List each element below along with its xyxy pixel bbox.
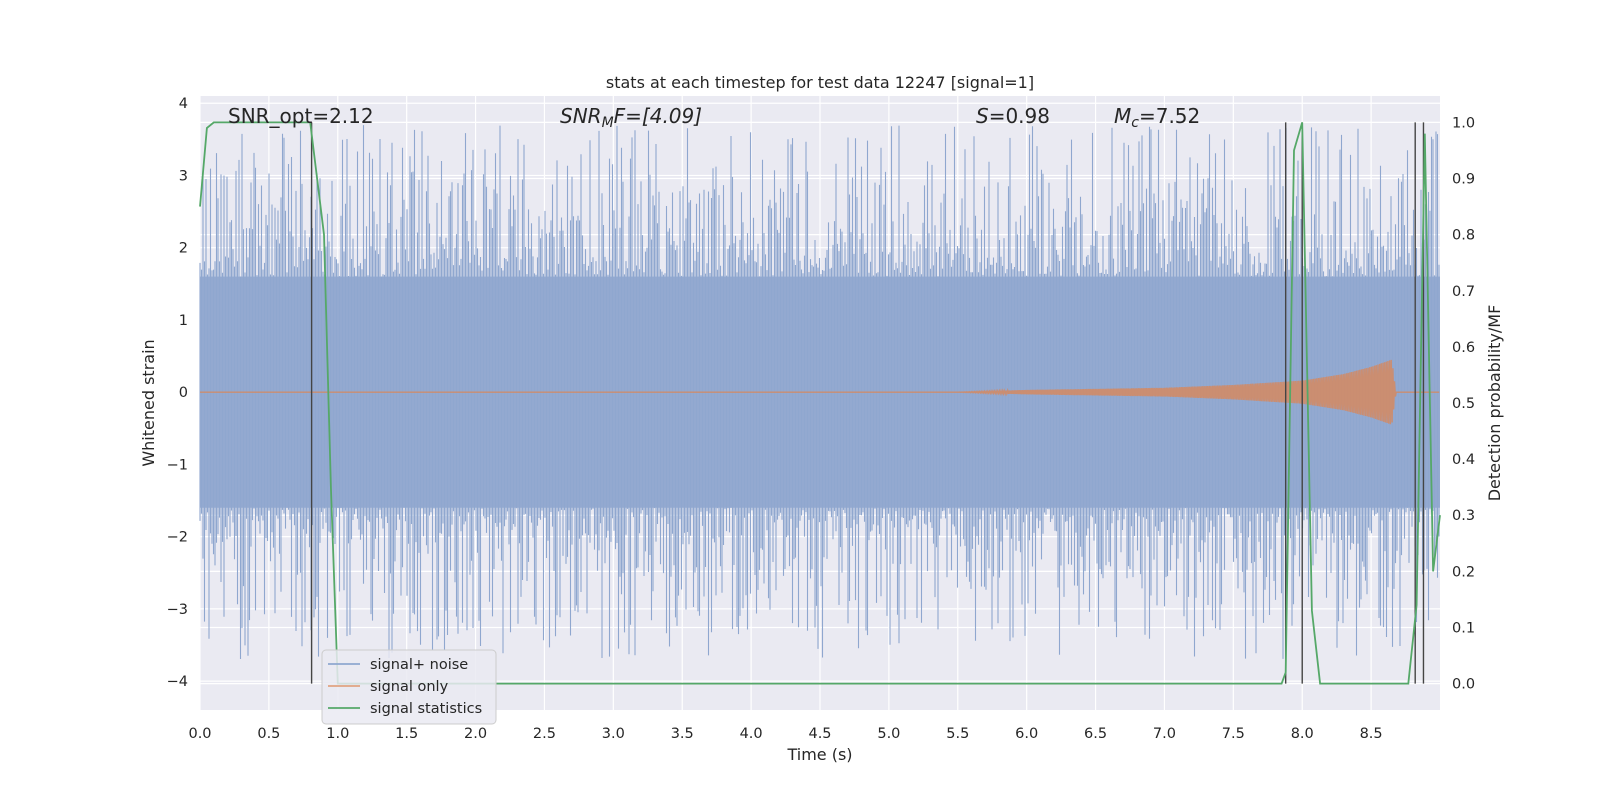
x-tick-label: 6.0 (1015, 726, 1038, 742)
y-tick-label: 1 (179, 313, 188, 329)
s-value: =0.98 (989, 104, 1050, 128)
y2-tick-label: 0.7 (1452, 284, 1475, 300)
x-tick-label: 8.5 (1360, 726, 1383, 742)
x-tick-label: 4.0 (740, 726, 763, 742)
s-var: S (976, 104, 989, 128)
snr-opt-annotation: SNR_opt=2.12 (228, 104, 374, 128)
x-tick-label: 7.0 (1153, 726, 1176, 742)
y2-tick-label: 0.1 (1452, 620, 1475, 636)
y2-tick-labels: 1.0 0.9 0.8 0.7 0.6 0.5 0.4 0.3 0.2 0.1 0.0 (1452, 115, 1475, 692)
legend-label-signal: signal only (370, 679, 449, 695)
y2-tick-label: 0.4 (1452, 452, 1475, 468)
x-tick-label: 0.0 (188, 726, 211, 742)
legend: signal+ noise signal only signal statist… (321, 649, 497, 725)
x-tick-label: 1.0 (326, 726, 349, 742)
y2-tick-label: 0.3 (1452, 508, 1475, 524)
chart-title: stats at each timestep for test data 122… (606, 73, 1034, 92)
x-tick-label: 1.5 (395, 726, 418, 742)
y-tick-labels: 4 3 2 1 0 −1 −2 −3 −4 (167, 96, 188, 690)
y2-tick-label: 0.2 (1452, 564, 1475, 580)
x-tick-labels: 0.0 0.5 1.0 1.5 2.0 2.5 3.0 3.5 4.0 4.5 5.0 5.5 6.0 6… (188, 726, 1382, 742)
snr-mf-prefix: SNR (560, 104, 602, 128)
y-tick-label: 4 (179, 96, 188, 112)
snr-mf-subscript: M (602, 115, 614, 131)
legend-label-stats: signal statistics (370, 701, 482, 717)
mc-annotation: Mc=7.52 (1114, 104, 1200, 131)
mc-var: M (1114, 104, 1131, 128)
series-signal-statistics (199, 121, 1441, 685)
y-tick-label: 0 (179, 385, 188, 401)
x-tick-label: 5.0 (877, 726, 900, 742)
x-tick-label: 8.0 (1291, 726, 1314, 742)
y2-tick-label: 0.0 (1452, 677, 1475, 693)
y-tick-label: 2 (179, 241, 188, 257)
x-tick-label: 2.0 (464, 726, 487, 742)
vertical-markers (310, 122, 1425, 684)
x-tick-label: 5.5 (946, 726, 969, 742)
x-tick-label: 4.5 (808, 726, 831, 742)
mc-value: =7.52 (1139, 104, 1200, 128)
y-tick-label: −3 (167, 602, 188, 618)
legend-label-noise: signal+ noise (370, 657, 468, 673)
mc-subscript: c (1131, 115, 1139, 131)
signal-only-line (200, 359, 1440, 425)
y-tick-label: −2 (167, 530, 188, 546)
series-signal-only (200, 359, 1440, 425)
x-tick-label: 6.5 (1084, 726, 1107, 742)
y2-axis-label: Detection probability/MF (1485, 305, 1504, 502)
x-tick-label: 2.5 (533, 726, 556, 742)
y2-tick-label: 0.9 (1452, 172, 1475, 188)
y2-tick-label: 1.0 (1452, 115, 1475, 131)
x-tick-label: 7.5 (1222, 726, 1245, 742)
y-tick-label: −4 (167, 674, 188, 690)
legend-box (321, 649, 497, 725)
x-tick-label: 3.5 (671, 726, 694, 742)
y2-tick-label: 0.5 (1452, 396, 1475, 412)
y-axis-label: Whitened strain (139, 339, 158, 466)
y-tick-label: −1 (167, 457, 188, 473)
y2-tick-label: 0.8 (1452, 228, 1475, 244)
x-axis-label: Time (s) (786, 745, 852, 764)
snr-mf-suffix: F=[4.09] (614, 104, 702, 128)
snr-mf-annotation: SNRMF=[4.09] (560, 104, 702, 131)
x-tick-label: 0.5 (257, 726, 280, 742)
s-annotation: S=0.98 (976, 104, 1050, 128)
x-tick-label: 3.0 (602, 726, 625, 742)
y2-tick-label: 0.6 (1452, 340, 1475, 356)
signal-statistics-line (199, 121, 1441, 685)
y-tick-label: 3 (179, 168, 188, 184)
